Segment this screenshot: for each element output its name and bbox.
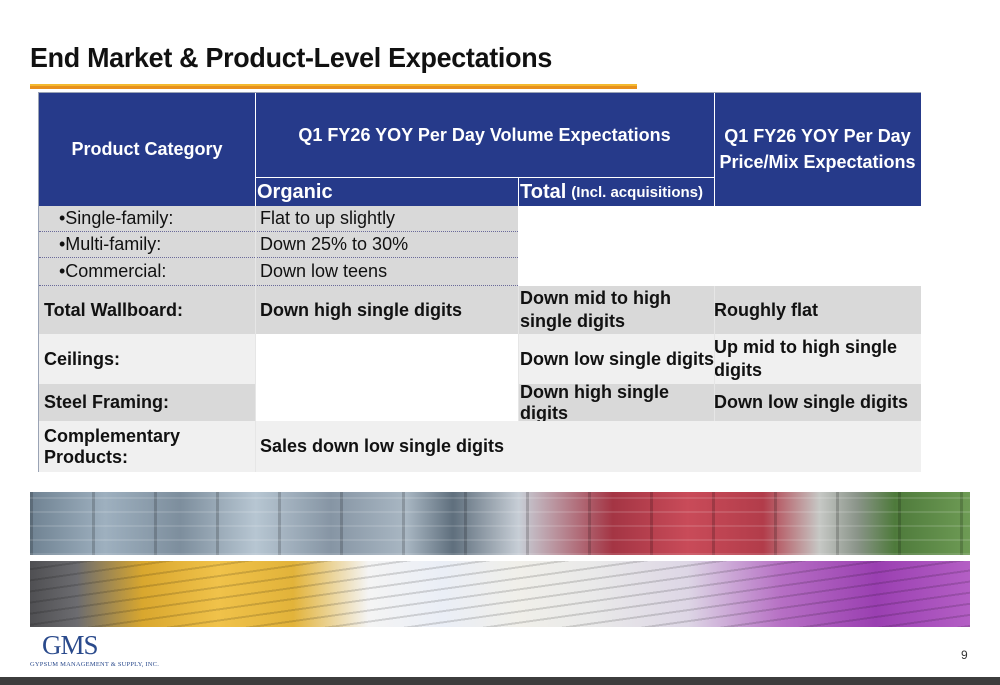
page-title: End Market & Product-Level Expectations [30, 42, 553, 73]
row-ceilings-price-mix: Up mid to high single digits [714, 334, 921, 384]
row-complementary-organic: Sales down low single digits [255, 421, 921, 472]
row-multi-family-category: •Multi-family: [39, 232, 255, 258]
header-divider [714, 93, 715, 206]
row-complementary-category: Complementary Products: [39, 421, 255, 472]
row-steel-framing-category: Steel Framing: [39, 384, 255, 421]
header-price-mix-expectations: Q1 FY26 YOY Per Day Price/Mix Expectatio… [714, 93, 921, 206]
subheader-total-label: Total [520, 180, 567, 203]
page-number: 9 [961, 648, 968, 662]
column-divider [714, 286, 715, 421]
subheader-total: Total (Incl. acquisitions) [518, 178, 714, 206]
footer-bar [0, 677, 1000, 685]
row-steel-framing-total: Down high single digits [518, 382, 714, 423]
row-steel-framing-price-mix: Down low single digits [714, 384, 921, 421]
row-total-wallboard-category: Total Wallboard: [39, 286, 255, 334]
row-single-family-category: •Single-family: [39, 206, 255, 232]
row-commercial-organic: Down low teens [255, 258, 518, 286]
title-underline [30, 84, 637, 89]
row-ceilings-total: Down low single digits [518, 334, 714, 384]
header-product-category: Product Category [39, 93, 255, 206]
subheader-organic: Organic [255, 178, 518, 206]
column-divider [255, 206, 256, 472]
row-ceilings-category: Ceilings: [39, 334, 255, 384]
row-market-empty-cell [518, 206, 921, 286]
header-divider [255, 177, 714, 178]
logo-subtitle: GYPSUM MANAGEMENT & SUPPLY, INC. [30, 661, 160, 668]
row-total-wallboard-total: Down mid to high single digits [518, 286, 714, 334]
column-divider [518, 286, 519, 421]
row-single-family-organic: Flat to up slightly [255, 206, 518, 232]
subheader-total-note: (Incl. acquisitions) [571, 183, 703, 201]
steel-framing-photo [30, 492, 970, 555]
expectations-table: Product Category Q1 FY26 YOY Per Day Vol… [38, 92, 921, 472]
header-volume-expectations: Q1 FY26 YOY Per Day Volume Expectations [255, 93, 714, 178]
logo-mark: GMS [42, 630, 99, 660]
row-ceilings-organic-empty [255, 334, 518, 421]
row-total-wallboard-organic: Down high single digits [255, 286, 518, 334]
header-divider [518, 178, 519, 206]
row-total-wallboard-price-mix: Roughly flat [714, 286, 921, 334]
row-multi-family-organic: Down 25% to 30% [255, 232, 518, 258]
row-commercial-category: •Commercial: [39, 258, 255, 286]
gms-logo: GMS GYPSUM MANAGEMENT & SUPPLY, INC. [30, 630, 160, 669]
subheader-organic-label: Organic [257, 180, 333, 203]
wallboard-stack-photo [30, 561, 970, 627]
header-divider [255, 93, 256, 206]
